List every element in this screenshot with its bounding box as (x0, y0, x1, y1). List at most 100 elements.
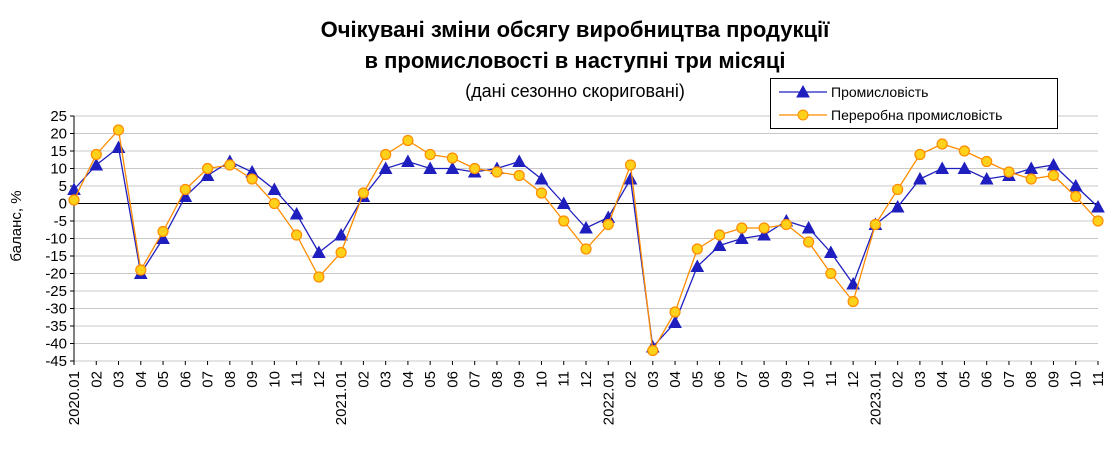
data-point-circle (803, 236, 815, 248)
data-point-triangle (957, 161, 972, 174)
x-tick-labels: 2020.01 02 03 04 05 06 07 08 09 10 11 12 2021.01 02 03… (66, 371, 1107, 425)
x-tick-label: 12 (311, 371, 328, 388)
data-point-triangle (757, 227, 771, 241)
x-tick-label: 02 (890, 371, 907, 388)
x-tick-label: 06 (444, 371, 461, 388)
data-point-triangle (913, 171, 927, 185)
data-point-circle (758, 222, 770, 234)
data-point-triangle (579, 220, 593, 234)
x-tick-label: 04 (934, 371, 951, 388)
data-point-circle (157, 225, 169, 238)
legend-label-industry: Промисловість (831, 84, 929, 100)
legend-label-manufacturing: Переробна промисловість (831, 107, 1003, 123)
chart-title-line1: Очікувані зміни обсягу виробництва проду… (320, 17, 830, 42)
data-point-triangle (200, 168, 215, 181)
x-tick-label: 2020.01 (66, 371, 83, 425)
data-point-circle (491, 166, 503, 178)
gridlines (74, 115, 1098, 362)
data-point-triangle (690, 259, 705, 272)
y-axis-label: баланс, % (8, 190, 25, 261)
legend-swatch-manufacturing (779, 109, 827, 121)
x-tick-label: 09 (778, 371, 795, 388)
x-tick-label: 05 (422, 371, 439, 388)
data-point-circle (424, 148, 436, 161)
data-point-circle (647, 344, 659, 357)
x-tick-label: 10 (266, 371, 283, 388)
legend-item-manufacturing: Переробна промисловість (771, 105, 1057, 127)
data-point-triangle (1091, 199, 1105, 213)
series-industry (67, 140, 1105, 353)
data-point-circle (847, 295, 859, 308)
data-point-circle (669, 306, 681, 318)
data-point-circle (380, 148, 392, 161)
x-tick-label: 03 (111, 371, 128, 388)
data-point-triangle (289, 206, 304, 220)
x-tick-label: 06 (979, 371, 996, 388)
y-tick-label: 0 (59, 196, 67, 213)
y-tick-label: -10 (45, 231, 67, 248)
y-tick-label: 15 (50, 143, 67, 160)
x-tick-label: 05 (956, 371, 973, 388)
data-point-circle (68, 194, 80, 206)
data-point-circle (469, 162, 481, 175)
data-point-triangle (512, 154, 527, 167)
x-tick-label: 04 (667, 371, 684, 388)
chart-subtitle: (дані сезонно скориговані) (465, 81, 685, 101)
y-tick-label: -30 (45, 301, 67, 318)
data-point-circle (335, 246, 347, 259)
y-tick-label: -35 (45, 318, 67, 335)
data-point-circle (869, 218, 881, 231)
data-point-triangle (312, 245, 326, 258)
data-point-circle (780, 218, 792, 231)
y-tick-label: 5 (59, 178, 67, 195)
data-point-circle (580, 243, 592, 255)
data-point-circle (981, 155, 993, 168)
data-point-circle (602, 218, 614, 231)
data-point-circle (958, 145, 971, 157)
data-point-circle (936, 138, 948, 150)
data-point-circle (1003, 166, 1015, 178)
axes (70, 115, 1099, 365)
x-tick-label: 08 (1023, 371, 1040, 388)
data-point-triangle (1046, 157, 1061, 171)
x-tick-label: 09 (244, 371, 261, 388)
x-tick-label: 11 (289, 371, 306, 387)
x-tick-label: 03 (378, 371, 395, 388)
data-point-triangle (111, 140, 126, 153)
data-point-triangle (801, 220, 816, 234)
data-point-circle (402, 134, 414, 147)
x-tick-label: 10 (801, 371, 818, 388)
x-tick-label: 08 (489, 371, 506, 388)
data-point-circle (1070, 190, 1082, 203)
chart-title: Очікувані зміни обсягу виробництва проду… (0, 14, 1113, 76)
data-point-circle (179, 183, 191, 196)
data-point-circle (135, 264, 147, 276)
legend-swatch-industry (779, 84, 827, 98)
data-point-circle (268, 197, 280, 210)
x-tick-label: 2022.01 (600, 371, 617, 425)
x-tick-label: 02 (623, 371, 640, 388)
x-tick-label: 12 (845, 371, 862, 388)
y-tick-label: 10 (50, 161, 67, 178)
chart-title-line2: в промисловості в наступні три місяці (364, 48, 786, 73)
x-tick-label: 09 (511, 371, 528, 388)
data-point-circle (357, 187, 369, 199)
data-point-circle (313, 271, 325, 283)
data-point-triangle (890, 199, 905, 213)
data-point-circle (691, 243, 703, 255)
data-point-circle (224, 159, 236, 171)
data-point-circle (446, 152, 459, 164)
x-tick-label: 06 (712, 371, 729, 388)
x-tick-label: 08 (222, 371, 239, 388)
x-tick-label: 06 (177, 371, 194, 388)
x-tick-label: 08 (756, 371, 773, 388)
x-tick-label: 07 (200, 371, 217, 388)
data-point-circle (713, 229, 726, 241)
data-point-triangle (401, 154, 415, 167)
x-tick-label: 11 (556, 371, 573, 387)
legend: Промисловість Переробна промисловість (770, 78, 1058, 129)
data-point-triangle (267, 182, 282, 195)
x-tick-label: 10 (1068, 371, 1085, 388)
data-point-circle (112, 124, 125, 136)
x-tick-label: 2021.01 (333, 371, 350, 425)
